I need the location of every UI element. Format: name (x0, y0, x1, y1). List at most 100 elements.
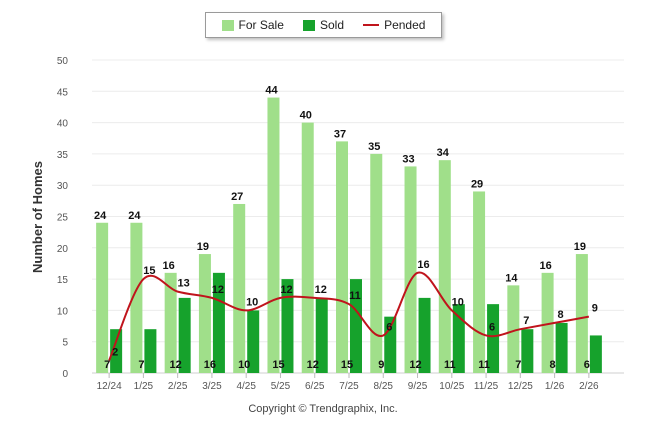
for-sale-value-label: 29 (471, 178, 483, 190)
for-sale-bar (267, 97, 280, 373)
for-sale-value-label: 16 (163, 260, 175, 272)
sold-value-label: 12 (170, 359, 182, 371)
legend-item-pended[interactable]: Pended (363, 18, 425, 32)
legend-label-sold: Sold (319, 18, 344, 32)
data-labels: 2472471612191627104415401237153593312341… (94, 85, 598, 371)
for-sale-value-label: 27 (231, 191, 243, 203)
pended-value-label: 2 (112, 346, 118, 358)
x-tick-label: 12/24 (97, 381, 122, 392)
sold-value-label: 11 (444, 359, 456, 371)
for-sale-value-label: 40 (300, 110, 312, 122)
x-tick-label: 12/25 (508, 381, 533, 392)
y-axis-label: Number of Homes (30, 161, 45, 273)
sold-bar (589, 335, 602, 373)
for-sale-value-label: 35 (368, 141, 380, 153)
sold-bar (418, 297, 431, 373)
sold-value-label: 12 (307, 359, 319, 371)
pended-value-label: 10 (452, 296, 464, 308)
x-tick-label: 11/25 (474, 381, 499, 392)
y-tick-label: 5 (62, 338, 68, 349)
x-tick-label: 8/25 (374, 381, 394, 392)
sold-value-label: 7 (104, 359, 110, 371)
y-tick-label: 40 (57, 119, 69, 130)
for-sale-value-label: 34 (437, 147, 450, 159)
for-sale-value-label: 19 (574, 241, 586, 253)
pended-value-label: 12 (315, 284, 327, 296)
sold-value-label: 16 (204, 359, 216, 371)
y-tick-label: 25 (57, 213, 69, 224)
for-sale-value-label: 37 (334, 128, 346, 140)
for-sale-value-label: 14 (505, 272, 518, 284)
x-tick-label: 6/25 (305, 381, 325, 392)
y-tick-label: 35 (57, 150, 69, 161)
sold-value-label: 7 (515, 359, 521, 371)
x-tick-label: 1/26 (545, 381, 565, 392)
for-sale-value-label: 33 (402, 153, 414, 165)
for-sale-bar (336, 141, 348, 373)
sold-bar (247, 310, 260, 373)
x-tick-label: 4/25 (236, 381, 256, 392)
sold-value-label: 12 (409, 359, 421, 371)
x-tick-label: 2/25 (168, 381, 188, 392)
x-tick-label: 9/25 (408, 381, 428, 392)
sold-value-label: 9 (378, 359, 384, 371)
bars (96, 97, 602, 373)
for-sale-swatch (221, 19, 234, 31)
for-sale-bar (198, 254, 211, 373)
copyright-footer: Copyright © Trendgraphix, Inc. (248, 403, 398, 415)
y-tick-label: 0 (62, 369, 68, 380)
pended-value-label: 7 (523, 315, 529, 327)
sold-swatch (302, 19, 315, 31)
pended-value-label: 6 (386, 321, 392, 333)
for-sale-bar (164, 272, 177, 373)
pended-value-label: 8 (558, 309, 564, 321)
x-tick-label: 3/25 (202, 381, 222, 392)
x-tick-label: 5/25 (271, 381, 291, 392)
x-axis-ticks: 12/24 1/25 2/25 3/25 4/25 5/25 6/25 7/25 8/25 9/2… (97, 373, 599, 392)
for-sale-value-label: 16 (539, 260, 551, 272)
for-sale-value-label: 24 (128, 210, 141, 222)
pended-value-label: 10 (246, 296, 258, 308)
sold-bar (178, 297, 191, 373)
pended-value-label: 11 (349, 290, 361, 302)
for-sale-value-label: 44 (265, 85, 278, 97)
sold-value-label: 6 (584, 359, 590, 371)
sold-value-label: 15 (341, 359, 353, 371)
sold-bar (212, 272, 225, 373)
x-tick-label: 7/25 (339, 381, 359, 392)
sold-value-label: 15 (272, 359, 284, 371)
for-sale-bar (541, 272, 554, 373)
y-axis-ticks: 0 5 10 15 20 25 30 35 40 45 50 (57, 56, 69, 380)
pended-value-label: 16 (417, 259, 429, 271)
y-tick-label: 30 (57, 181, 69, 192)
for-sale-bar (96, 222, 109, 373)
sold-bar (521, 329, 534, 373)
sold-bar (487, 304, 500, 373)
pended-value-label: 13 (178, 278, 190, 290)
legend-item-sold[interactable]: Sold (302, 18, 344, 32)
for-sale-value-label: 19 (197, 241, 209, 253)
sold-value-label: 8 (550, 359, 556, 371)
sold-bar (315, 297, 328, 373)
for-sale-bar (301, 122, 314, 373)
for-sale-value-label: 24 (94, 210, 107, 222)
legend-label-for-sale: For Sale (238, 18, 284, 32)
y-tick-label: 45 (57, 87, 69, 98)
y-tick-label: 50 (57, 56, 69, 67)
sold-value-label: 11 (478, 359, 490, 371)
sold-value-label: 10 (238, 359, 250, 371)
legend-item-for-sale[interactable]: For Sale (221, 18, 284, 32)
sold-bar (281, 279, 294, 373)
sold-bar (110, 329, 123, 373)
pended-value-label: 12 (212, 284, 224, 296)
for-sale-bar (404, 166, 417, 373)
pended-line (108, 271, 590, 361)
for-sale-bar (507, 285, 520, 373)
y-tick-label: 10 (57, 306, 69, 317)
for-sale-bar (370, 153, 383, 373)
pended-value-label: 9 (592, 303, 598, 315)
x-tick-label: 10/25 (439, 381, 464, 392)
pended-value-label: 15 (143, 265, 155, 277)
y-tick-label: 20 (57, 244, 69, 255)
